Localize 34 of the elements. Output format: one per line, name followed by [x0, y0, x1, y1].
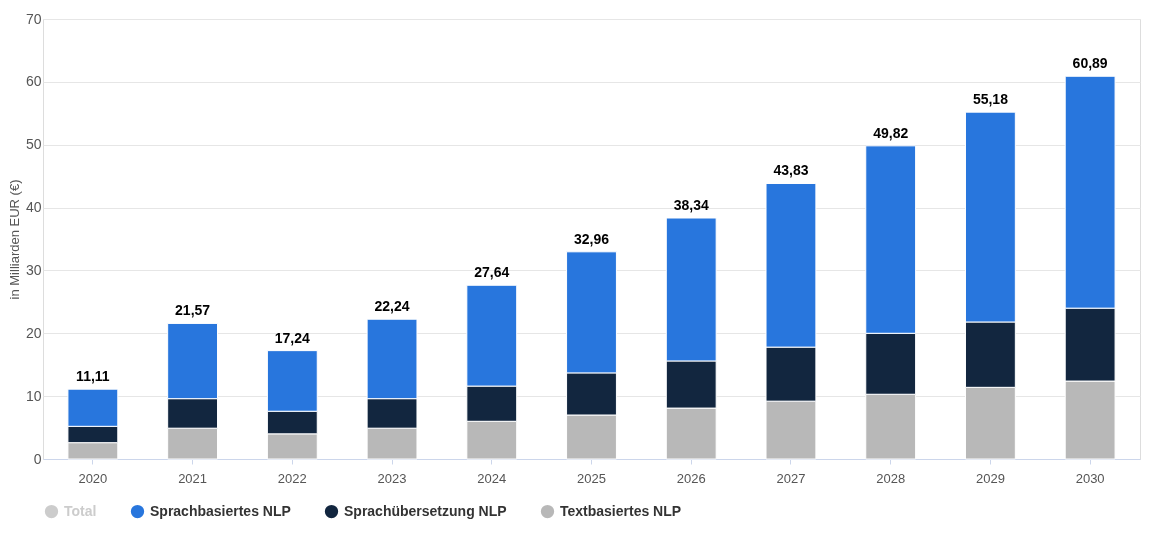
x-tick-label: 2027: [776, 470, 806, 486]
legend-label: Sprachbasiertes NLP: [150, 502, 291, 519]
total-label: 43,83: [773, 162, 809, 179]
total-label: 22,24: [374, 298, 410, 315]
total-label: 21,57: [175, 302, 211, 319]
y-tick-label: 20: [25, 324, 42, 341]
total-label: 11,11: [76, 368, 110, 385]
x-tick-label: 2021: [178, 470, 208, 486]
y-tick-label: 0: [33, 450, 42, 467]
total-label: 17,24: [274, 329, 311, 346]
total-label: 49,82: [873, 124, 909, 141]
x-tick-label: 2030: [1075, 470, 1105, 486]
y-tick-label: 50: [25, 136, 42, 153]
y-tick-label: 10: [25, 387, 42, 404]
total-label: 55,18: [972, 91, 1009, 108]
y-tick-label: 70: [25, 10, 42, 27]
total-label: 32,96: [573, 230, 610, 247]
y-axis-title: in Milliarden EUR (€): [6, 179, 22, 300]
legend-label: Textbasiertes NLP: [560, 502, 682, 519]
x-tick-label: 2022: [277, 470, 307, 486]
y-tick-label: 40: [25, 199, 42, 216]
y-tick-label: 30: [25, 261, 42, 278]
x-tick-label: 2020: [78, 470, 108, 486]
x-tick-label: 2029: [975, 470, 1005, 486]
x-tick-label: 2025: [577, 470, 606, 486]
total-label: 38,34: [673, 197, 709, 214]
x-tick-label: 2024: [477, 470, 507, 486]
total-label: 60,89: [1072, 55, 1108, 72]
x-tick-label: 2023: [377, 470, 407, 486]
y-tick-label: 60: [25, 73, 42, 90]
x-tick-label: 2028: [876, 470, 906, 486]
legend-label: Sprachübersetzung NLP: [344, 502, 507, 519]
x-tick-label: 2026: [676, 470, 706, 486]
total-label: 27,64: [474, 264, 510, 281]
